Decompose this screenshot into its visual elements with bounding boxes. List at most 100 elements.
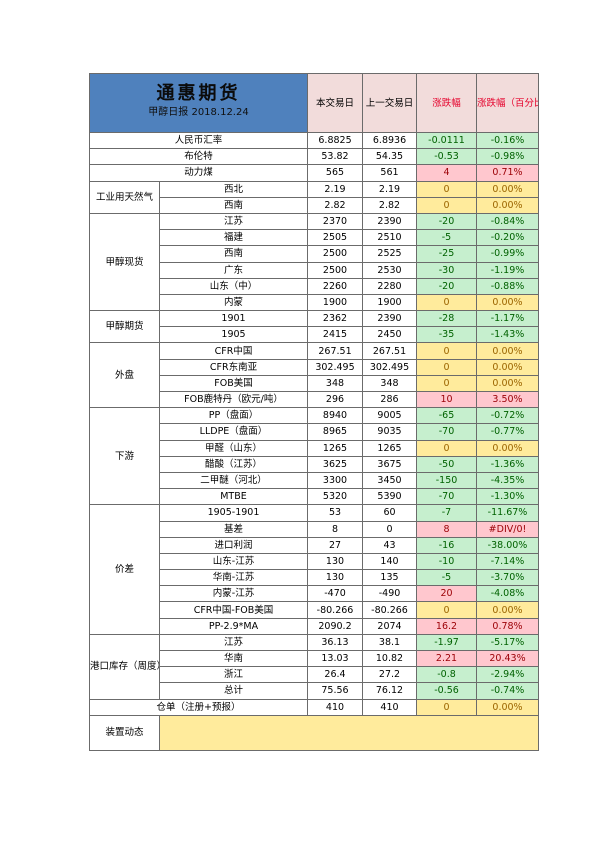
change-pct-value: 0.78% [476, 617, 539, 635]
col-current-header: 本交易日 [307, 73, 363, 133]
change-pct-value: -11.67% [476, 504, 539, 522]
item-label: CFR东南亚 [159, 358, 308, 376]
item-label: 1905-1901 [159, 504, 308, 522]
table-row: 福建 2505 2510 -5 -0.20% [90, 229, 539, 247]
change-pct-value: -0.16% [476, 131, 539, 150]
change-value: 0 [416, 293, 477, 312]
change-pct-value: 0.00% [476, 196, 539, 214]
item-label: FOB美国 [159, 374, 308, 393]
current-value: -470 [307, 585, 363, 603]
item-label: 内蒙 [159, 293, 308, 312]
title-cell: 通惠期货 甲醇日报 2018.12.24 [89, 73, 308, 133]
item-label: CFR中国 [159, 342, 308, 360]
table-row: 下游 PP（盘面） 8940 9005 -65 -0.72% [89, 407, 539, 506]
current-value: 267.51 [307, 342, 363, 360]
plant-status-label: 装置动态 [89, 714, 160, 751]
footer-row: 装置动态 [89, 714, 539, 751]
item-label: LLDPE（盘面） [159, 423, 308, 441]
change-value: -150 [416, 471, 477, 490]
change-pct-value: -4.08% [476, 585, 539, 603]
current-value: 2370 [307, 212, 363, 231]
item-label: 1901 [159, 310, 308, 328]
previous-value: 267.51 [362, 342, 417, 360]
previous-value: 10.82 [362, 649, 417, 668]
current-value: 26.4 [307, 666, 363, 684]
table-row: PP-2.9*MA 2090.2 2074 16.2 0.78% [90, 617, 539, 635]
current-value: 2500 [307, 245, 363, 263]
current-value: 348 [307, 374, 363, 393]
current-value: 1900 [307, 293, 363, 312]
change-pct-value: -0.99% [476, 245, 539, 263]
previous-value: 348 [362, 374, 417, 393]
previous-value: 302.495 [362, 358, 417, 376]
change-value: 20 [416, 585, 477, 603]
current-value: 2415 [307, 326, 363, 344]
current-value: 2500 [307, 261, 363, 279]
group-label: 外盘 [89, 342, 160, 409]
previous-value: 410 [362, 698, 417, 716]
item-label: CFR中国-FOB美国 [159, 601, 308, 619]
current-value: 8 [307, 520, 363, 538]
table-row: 内蒙 1900 1900 0 0.00% [90, 293, 539, 312]
previous-value: 76.12 [362, 682, 417, 700]
table-row: 甲醛（山东） 1265 1265 0 0.00% [90, 439, 539, 457]
table-row: 布伦特 53.82 54.35 -0.53 -0.98% [89, 148, 539, 166]
current-value: 410 [307, 698, 363, 716]
current-value: 36.13 [307, 633, 363, 652]
change-value: 2.21 [416, 649, 477, 668]
current-value: 53.82 [307, 148, 363, 166]
item-label: 二甲醚（河北） [159, 471, 308, 490]
item-label: PP（盘面） [159, 407, 308, 425]
group-label: 甲醇现货 [89, 212, 160, 312]
table-row: 总计 75.56 76.12 -0.56 -0.74% [90, 682, 539, 700]
table-row: 仓单（注册+预报） 410 410 0 0.00% [89, 698, 539, 716]
item-label: 甲醛（山东） [159, 439, 308, 457]
change-value: -70 [416, 423, 477, 441]
col-change-pct-header: 涨跌幅（百分比） [476, 73, 539, 133]
item-label: 华南-江苏 [159, 569, 308, 587]
current-value: 13.03 [307, 649, 363, 668]
current-value: 130 [307, 569, 363, 587]
current-value: 1265 [307, 439, 363, 457]
change-pct-value: 0.00% [476, 439, 539, 457]
row-label: 仓单（注册+预报） [89, 698, 308, 716]
previous-value: 2390 [362, 212, 417, 231]
previous-value: 6.8936 [362, 131, 417, 150]
change-value: 0 [416, 358, 477, 376]
previous-value: 135 [362, 569, 417, 587]
current-value: 8965 [307, 423, 363, 441]
header-row: 通惠期货 甲醇日报 2018.12.24 本交易日 上一交易日 涨跌幅 涨跌幅（… [89, 73, 539, 133]
change-pct-value: 0.00% [476, 180, 539, 198]
change-pct-value: 3.50% [476, 390, 539, 409]
previous-value: 2074 [362, 617, 417, 635]
current-value: 53 [307, 504, 363, 522]
current-value: 8940 [307, 407, 363, 425]
previous-value: 9035 [362, 423, 417, 441]
table-row: 华南 13.03 10.82 2.21 20.43% [90, 649, 539, 668]
table-row: 工业用天然气 西北 2.19 2.19 0 0.00% [89, 180, 539, 214]
plant-status-content [159, 714, 539, 751]
change-value: -7 [416, 504, 477, 522]
change-value: -5 [416, 569, 477, 587]
change-pct-value: -0.84% [476, 212, 539, 231]
group-label: 价差 [89, 504, 160, 635]
item-label: 西南 [159, 245, 308, 263]
table-row: 基差 8 0 8 #DIV/0! [90, 520, 539, 538]
change-pct-value: -1.30% [476, 488, 539, 506]
change-pct-value: -1.36% [476, 455, 539, 473]
item-label: 华南 [159, 649, 308, 668]
change-value: -20 [416, 212, 477, 231]
change-value: -1.97 [416, 633, 477, 652]
change-value: -5 [416, 229, 477, 247]
table-row: 华南-江苏 130 135 -5 -3.70% [90, 569, 539, 587]
item-label: 基差 [159, 520, 308, 538]
change-value: 0 [416, 601, 477, 619]
table-row: 港口库存（周度） 江苏 36.13 38.1 -1.97 -5.17% [89, 633, 539, 700]
change-value: 8 [416, 520, 477, 538]
previous-value: 38.1 [362, 633, 417, 652]
item-label: MTBE [159, 488, 308, 506]
col-change-header: 涨跌幅 [416, 73, 477, 133]
group-label: 下游 [89, 407, 160, 506]
change-pct-value: 0.00% [476, 601, 539, 619]
item-label: 西南 [159, 196, 308, 214]
